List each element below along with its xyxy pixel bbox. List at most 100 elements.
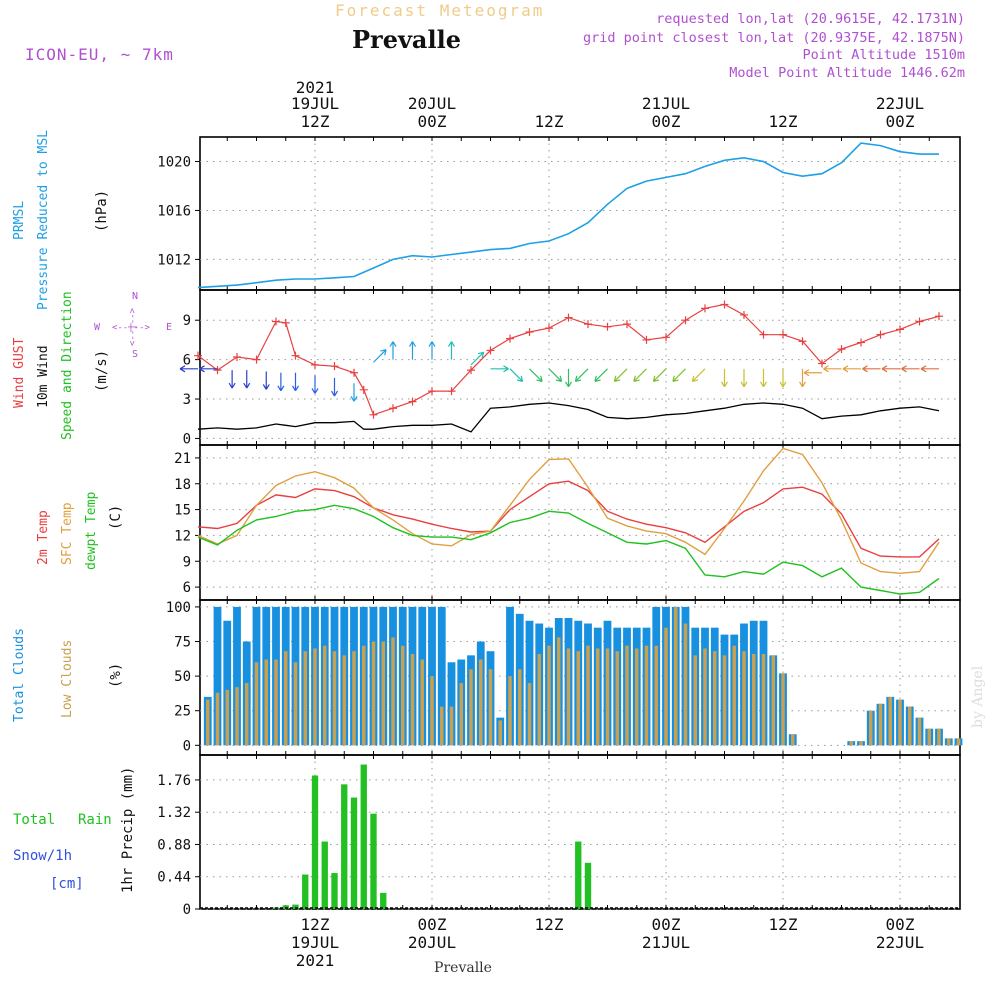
wind-line: [197, 402, 940, 433]
wind-arrow: [529, 368, 543, 382]
t2m-line: [197, 480, 940, 558]
low-cloud-bar: [352, 651, 356, 746]
low-cloud-bar: [898, 699, 902, 746]
low-cloud-bar: [488, 669, 493, 746]
rain-bar: [292, 904, 299, 909]
gust-point: [359, 385, 368, 394]
dewpt-label: dewpt Temp: [84, 492, 99, 570]
low-cloud-bar: [722, 655, 727, 746]
y-tick-label: 1.32: [157, 805, 191, 821]
time-label-top: 12Z: [769, 112, 798, 131]
wind-arrow: [330, 378, 339, 397]
wind-arrow: [509, 368, 524, 382]
wind-arrow: [291, 372, 300, 392]
gust-point: [603, 322, 612, 331]
low-cloud-bar: [430, 676, 434, 746]
snow-unit-label: [cm]: [50, 876, 84, 892]
low-cloud-bar: [313, 648, 317, 746]
gust-point: [408, 397, 417, 406]
y-tick-label: 1016: [157, 203, 191, 219]
rain-bar: [311, 775, 319, 909]
low-cloud-bar: [478, 659, 483, 746]
y-tick-label: 0: [183, 738, 191, 754]
gust-point: [779, 330, 787, 339]
compass-e: E: [166, 322, 172, 333]
total-cloud-bar: [437, 606, 446, 746]
low-cloud-bar: [712, 651, 717, 746]
low-cloud-bar: [664, 627, 668, 746]
y-tick-label: 6: [183, 353, 191, 369]
precip-panel: 0 0.44 0.88 1.32 1.76: [157, 754, 961, 918]
low-cloud-bar: [322, 645, 327, 746]
rain-bar: [341, 784, 348, 909]
time-label-top: 12Z: [535, 112, 564, 131]
rain-bar: [350, 797, 358, 909]
footer-location: Prevalle: [434, 960, 492, 976]
low-cloud-bar: [673, 606, 678, 746]
gust-point: [837, 345, 846, 354]
wind-arrow: [277, 372, 285, 392]
low-cloud-bar: [946, 738, 951, 746]
wind-arrow: [740, 368, 748, 388]
gust-point: [525, 328, 534, 337]
wind-arrow: [262, 371, 270, 390]
chart-title: Forecast Meteogram: [335, 1, 544, 20]
low-cloud-bar: [439, 706, 444, 746]
wind-arrow: [470, 351, 485, 366]
gust-label: Wind GUST: [12, 337, 27, 408]
gust-point: [330, 362, 339, 371]
wind-arrow: [243, 370, 251, 389]
gust-point: [876, 330, 885, 339]
low-cloud-bar: [235, 687, 239, 746]
wind-arrow: [920, 365, 939, 373]
time-label-top: 00Z: [652, 112, 681, 131]
requested-coords: requested lon,lat (20.9615E, 42.1731N): [656, 11, 965, 27]
total-cloud-bar: [213, 606, 222, 746]
low-cloud-bar: [634, 648, 639, 746]
low-cloud-bar: [283, 651, 288, 746]
wind-arrow: [862, 365, 881, 373]
time-label-top: 12Z: [301, 112, 330, 131]
prmsl-label-2: Pressure Reduced to MSL: [36, 130, 51, 310]
tsfc-line: [197, 447, 940, 575]
low-cloud-bar: [956, 738, 961, 746]
gust-point: [428, 387, 436, 396]
low-cloud-bar: [556, 637, 561, 746]
total-cloud-bar: [223, 620, 232, 746]
wind-arrow: [594, 368, 608, 382]
low-cloud-bar: [498, 720, 503, 746]
low-cloud-bar: [615, 651, 620, 746]
low-cloud-bar: [917, 717, 922, 746]
rain-bar: [282, 905, 289, 909]
gust-point: [213, 366, 222, 375]
rain-bar: [584, 862, 592, 909]
grid-point-coords: grid point closest lon,lat (20.9375E, 42…: [583, 30, 965, 46]
y-tick-label: 6: [183, 580, 191, 596]
y-tick-label: 0.88: [157, 837, 191, 853]
gust-point: [740, 310, 748, 319]
low-cloud-bar: [527, 683, 532, 746]
gust-point: [194, 351, 202, 360]
location-title: Prevalle: [352, 25, 461, 54]
rain-bar: [380, 892, 387, 909]
gust-point: [759, 330, 768, 339]
y-tick-label: 1012: [157, 252, 191, 268]
gust-point: [857, 338, 865, 347]
compass-w: W: [94, 322, 101, 333]
wind-arrow: [803, 369, 822, 377]
wind-arrow: [798, 368, 807, 388]
low-cloud-bar: [859, 741, 863, 746]
model-point-altitude: Model Point Altitude 1446.62m: [729, 65, 965, 81]
low-cloud-bar: [459, 683, 464, 746]
gust-point: [701, 304, 709, 313]
gust-point: [584, 320, 592, 329]
wind-arrow: [179, 365, 198, 373]
wind-arrow: [350, 383, 358, 402]
time-label-bottom: 00Z: [418, 915, 447, 934]
wind-arrow: [823, 365, 842, 373]
gust-point: [798, 337, 807, 346]
gust-point: [447, 387, 456, 396]
low-cloud-label: Low Clouds: [60, 640, 75, 718]
low-cloud-bar: [274, 659, 278, 746]
